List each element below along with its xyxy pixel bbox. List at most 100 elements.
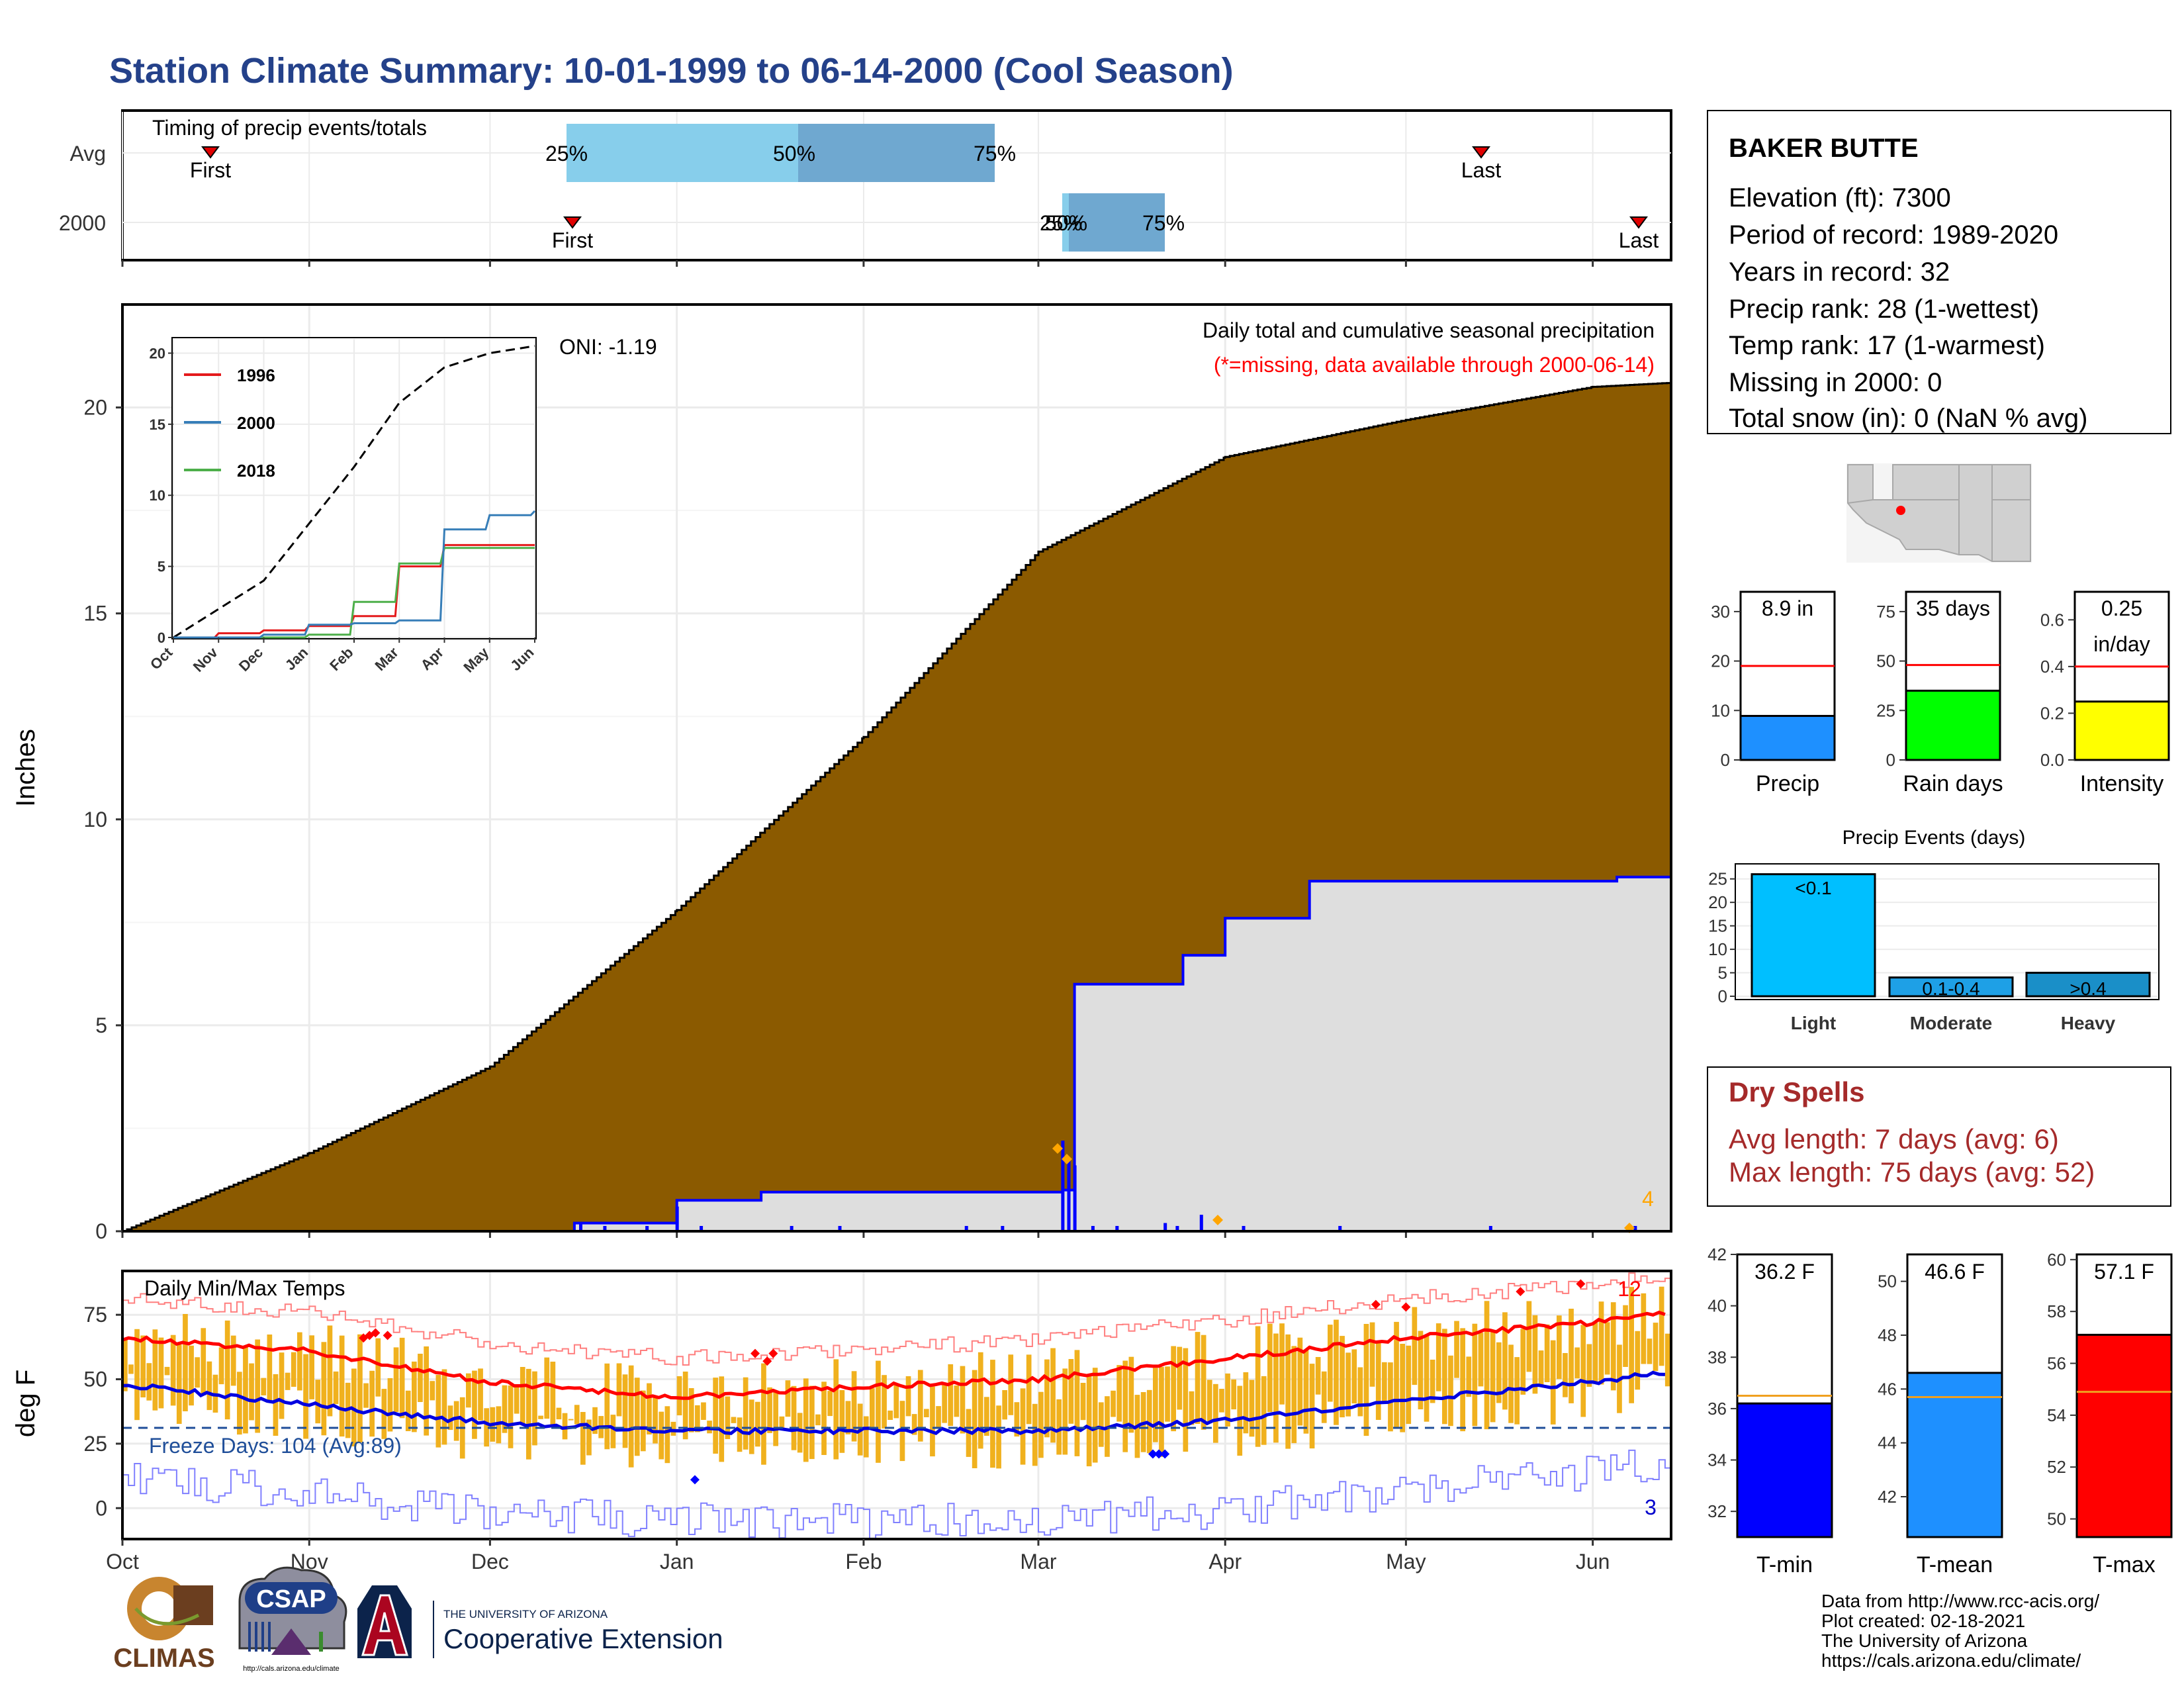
daily-temp-bar <box>713 1378 718 1454</box>
daily-temp-bar <box>1002 1390 1007 1420</box>
station-line: Years in record: 32 <box>1729 258 1950 287</box>
daily-temp-bar <box>1664 1333 1670 1387</box>
daily-temp-bar <box>183 1314 188 1411</box>
temp-bar-value <box>1736 1402 1833 1538</box>
mini-bar-tick-label: 30 <box>1711 602 1730 622</box>
daily-temp-bar <box>978 1352 983 1449</box>
daily-temp-range-bars <box>122 1286 1670 1469</box>
mini-bar-tick-label: 20 <box>1711 651 1730 671</box>
daily-temp-bar <box>1430 1360 1435 1403</box>
daily-temp-bar <box>243 1346 248 1434</box>
daily-temp-bar <box>580 1412 586 1465</box>
timing-panel: Timing of precip events/totals Avg 2000 … <box>59 109 1672 1238</box>
daily-temp-bar <box>550 1362 556 1425</box>
inset-y-tick-label: 5 <box>158 559 165 575</box>
daily-temp-bar <box>1128 1356 1134 1433</box>
precip-panel: 0 5 10 15 20 Inches Daily total and cumulati… <box>11 303 1672 1243</box>
daily-temp-bar <box>911 1414 917 1435</box>
daily-precip-bar <box>1001 1226 1005 1231</box>
temp-bar-value <box>1906 1372 2003 1538</box>
precip-y-tick-label: 10 <box>83 808 107 831</box>
season-p75-label: 75% <box>1142 211 1185 235</box>
events-category-label: Heavy <box>2061 1013 2116 1033</box>
daily-temp-bar <box>779 1416 785 1429</box>
daily-temp-bar <box>424 1346 429 1436</box>
daily-temp-bar <box>1273 1333 1279 1443</box>
daily-temp-bar <box>1629 1287 1634 1403</box>
daily-precip-bar <box>645 1226 649 1231</box>
mini-bar-value-label: 8.9 in <box>1762 596 1813 620</box>
daily-temp-bar <box>1382 1362 1387 1403</box>
station-location-dot <box>1896 506 1905 515</box>
daily-temp-bar <box>1195 1332 1201 1424</box>
missing-marker-3 <box>1212 1215 1223 1225</box>
avg-first-marker <box>201 146 220 159</box>
temp-bar-tick-label: 40 <box>1707 1296 1727 1316</box>
daily-temp-bar <box>1448 1355 1453 1427</box>
temp-bar-value-label: 57.1 F <box>2094 1260 2154 1284</box>
temp-y-tick-label: 25 <box>83 1432 107 1456</box>
dry-spells-avg: Avg length: 7 days (avg: 6) <box>1729 1123 2059 1154</box>
mini-bar-chart-precip: 0 10 20 30 8.9 in Precip <box>1711 590 1836 796</box>
daily-temp-bar <box>1014 1402 1020 1437</box>
record-min-line <box>122 1449 1671 1539</box>
daily-temp-bar <box>996 1405 1001 1469</box>
daily-temp-bar <box>905 1376 911 1417</box>
daily-temp-bar <box>917 1370 923 1442</box>
daily-temp-bar <box>237 1372 242 1435</box>
temperature-panel: 0 25 50 75 deg F Daily Min/Max Temps Freeze… <box>11 1270 1672 1540</box>
daily-precip-bar <box>578 1223 582 1231</box>
daily-temp-bar <box>562 1413 568 1440</box>
daily-temp-bar <box>1116 1365 1122 1422</box>
daily-temp-bar <box>218 1347 224 1385</box>
daily-temp-bar <box>1146 1389 1152 1454</box>
month-tick-label: Feb <box>845 1550 882 1573</box>
events-bar-label: <0.1 <box>1795 878 1831 898</box>
daily-temp-bar <box>1237 1385 1243 1456</box>
mini-bar-category-label: Rain days <box>1903 771 2003 796</box>
daily-temp-bar <box>1086 1375 1092 1467</box>
freeze-days: Freeze Days: 104 (Avg:89) <box>149 1434 402 1458</box>
daily-temp-bar <box>1099 1402 1104 1447</box>
record-points <box>359 1279 1586 1485</box>
daily-temp-bar <box>279 1352 285 1419</box>
daily-temp-bar <box>273 1374 279 1436</box>
timing-row-season: 2000 <box>59 211 106 235</box>
temp-bar-tick-label: 60 <box>2047 1250 2066 1270</box>
daily-precip-bar <box>1091 1226 1095 1231</box>
daily-temp-bar <box>1357 1367 1363 1417</box>
daily-temp-bar <box>1435 1323 1441 1391</box>
daily-temp-bar <box>1557 1315 1562 1380</box>
mini-bar-value-label: 35 days <box>1916 596 1990 620</box>
season-last-label: Last <box>1619 228 1659 252</box>
daily-temp-bar <box>230 1335 236 1386</box>
month-tick-label: Jan <box>660 1550 694 1573</box>
events-y-tick-label: 5 <box>1718 963 1727 983</box>
daily-precip-bar <box>1163 1223 1167 1231</box>
avg-p50-label: 50% <box>773 142 815 165</box>
missing-marker-2 <box>1062 1154 1072 1164</box>
daily-temp-bar <box>339 1335 345 1437</box>
daily-temp-bar <box>1520 1329 1526 1395</box>
daily-temp-bar <box>610 1415 616 1448</box>
credit-line: Plot created: 02-18-2021 <box>1821 1611 2025 1631</box>
precip-header: Daily total and cumulative seasonal prec… <box>1203 318 1655 342</box>
mini-bar-tick-label: 0 <box>1886 750 1895 770</box>
daily-temp-bar <box>1255 1326 1261 1447</box>
daily-temp-bar <box>508 1385 514 1448</box>
avg-iqr-low-bar <box>567 124 798 182</box>
daily-temp-bar <box>526 1368 531 1460</box>
daily-temp-bar <box>1563 1353 1568 1397</box>
daily-temp-bar <box>405 1390 411 1431</box>
daily-precip-bar <box>1199 1215 1203 1231</box>
record-high-point <box>371 1328 381 1338</box>
daily-temp-bar <box>1345 1352 1351 1417</box>
daily-temp-bar <box>158 1337 164 1409</box>
events-category-label: Moderate <box>1910 1013 1992 1033</box>
daily-temp-bar <box>1328 1325 1333 1402</box>
temp-bar-tick-label: 54 <box>2047 1405 2066 1425</box>
record-high-point <box>1371 1299 1381 1309</box>
daily-temp-bar <box>1032 1403 1038 1466</box>
credit-line: The University of Arizona <box>1821 1630 2028 1651</box>
